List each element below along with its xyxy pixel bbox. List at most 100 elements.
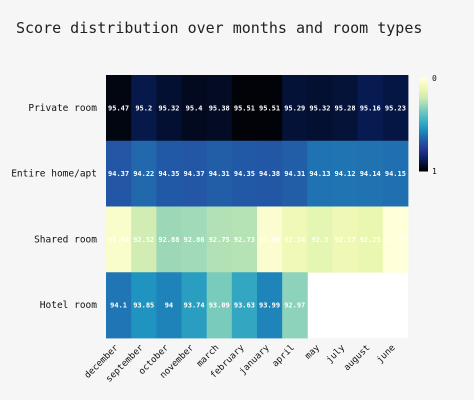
cell-value-label: 94.13: [309, 170, 330, 178]
heatmap-cell: [131, 272, 157, 339]
colorbar-segment: [419, 99, 428, 102]
colorbar-segment: [419, 109, 428, 112]
colorbar-segment: [419, 152, 428, 155]
colorbar-tick-label: 0: [432, 74, 437, 83]
colorbar-segment: [419, 149, 428, 152]
colorbar-segment: [419, 119, 428, 122]
cell-value-label: 95.32: [309, 104, 330, 112]
heatmap-cell: [307, 140, 333, 207]
colorbar-segment: [419, 147, 428, 150]
heatmap-cell: [382, 206, 409, 273]
colorbar-segment: [419, 82, 428, 85]
cell-value-label: 92.25: [360, 236, 381, 244]
heatmap-cell: [156, 206, 182, 273]
colorbar-segment: [419, 158, 428, 161]
heatmap-cell: [206, 272, 233, 339]
colorbar-segment: [419, 105, 428, 108]
cell-value-label: 95.51: [234, 104, 255, 112]
colorbar-segment: [419, 143, 428, 146]
colorbar-segment: [419, 155, 428, 158]
colorbar-segment: [419, 124, 428, 127]
colorbar-segment: [419, 116, 428, 119]
heatmap-cell: [131, 75, 157, 142]
cell-value-label: 94.31: [284, 170, 305, 178]
heatmap-cell: [181, 140, 208, 207]
cell-value-label: 92.73: [234, 236, 255, 244]
colorbar-segment: [419, 118, 428, 121]
cell-value-label: 94.1: [110, 302, 127, 310]
cell-value-label: 94.12: [335, 170, 356, 178]
colorbar-segment: [419, 84, 428, 87]
cell-value-label: 94: [165, 302, 173, 310]
colorbar-segment: [419, 160, 428, 163]
colorbar-segment: [419, 144, 428, 147]
colorbar-segment: [419, 81, 428, 84]
heatmap-cell: [332, 140, 359, 207]
heatmap-cell: [156, 140, 182, 207]
row-label: Hotel room: [40, 300, 97, 311]
cell-value-label: 94.37: [108, 170, 129, 178]
colorbar-segment: [419, 133, 428, 136]
cell-value-label: 95.47: [108, 104, 129, 112]
colorbar: 01: [419, 74, 437, 176]
cell-value-label: 95.28: [335, 104, 356, 112]
row-labels: Private room Entire home/apt Shared room Ho…: [11, 103, 97, 311]
cell-value-label: 93.99: [259, 302, 280, 310]
column-label: june: [375, 343, 397, 365]
heatmap-cell: [257, 75, 283, 142]
cell-value-label: 95.29: [284, 104, 305, 112]
heatmap-cell: [357, 206, 384, 273]
heatmap-cell: [231, 75, 258, 142]
colorbar-segment: [419, 129, 428, 132]
cell-value-label: 94.37: [184, 170, 205, 178]
colorbar-segment: [419, 161, 428, 164]
colorbar-segment: [419, 104, 428, 107]
colorbar-segment: [419, 138, 428, 141]
heatmap-cell: [357, 75, 384, 142]
column-labels: decemberseptemberoctobernovembermarchfeb…: [83, 343, 398, 385]
colorbar-segment: [419, 135, 428, 138]
heatmap-cell: [231, 140, 258, 207]
colorbar-segment: [419, 163, 428, 166]
row-label: Shared room: [34, 234, 97, 245]
colorbar-segment: [419, 88, 428, 91]
colorbar-segment: [419, 110, 428, 113]
heatmap-cell: [206, 75, 233, 142]
heatmap-cell: [257, 206, 283, 273]
colorbar-segment: [419, 113, 428, 116]
heatmap-cell: [307, 75, 333, 142]
heatmap-cell: [332, 75, 359, 142]
cell-value-label: 94.15: [385, 170, 406, 178]
colorbar-segment: [419, 107, 428, 110]
cell-value-label: 93.85: [133, 302, 154, 310]
cell-value-label: 95.32: [158, 104, 179, 112]
cell-value-label: 95.16: [360, 104, 381, 112]
colorbar-segment: [419, 130, 428, 133]
colorbar-segment: [419, 85, 428, 88]
cell-value-label: 94.22: [133, 170, 154, 178]
heatmap-cells: 95.47 95.2 95.32 95.4 95.38 95.51 95.51 95.29 95…: [106, 75, 409, 339]
colorbar-segment: [419, 126, 428, 129]
colorbar-tick-label: 1: [432, 167, 437, 176]
heatmap-cell: [282, 272, 308, 339]
heatmap-cell: [131, 206, 157, 273]
cell-value-label: 94.31: [209, 170, 230, 178]
column-label: august: [342, 343, 372, 373]
cell-value-label: 92.14: [284, 236, 305, 244]
cell-value-label: 93.63: [234, 302, 255, 310]
colorbar-segment: [419, 121, 428, 124]
cell-value-label: 92.88: [158, 236, 179, 244]
cell-value-label: 95.23: [385, 104, 406, 112]
colorbar-segment: [419, 132, 428, 135]
cell-value-label: 95.2: [135, 104, 152, 112]
heatmap-cell: [181, 206, 208, 273]
cell-value-label: 91.77: [385, 236, 406, 244]
colorbar-segment: [419, 91, 428, 94]
cell-value-label: 92.75: [209, 236, 230, 244]
cell-value-label: 92.52: [133, 236, 154, 244]
heatmap-cell: [282, 206, 308, 273]
cell-value-label: 95.4: [186, 104, 203, 112]
heatmap-cell: [131, 140, 157, 207]
colorbar-segment: [419, 136, 428, 139]
colorbar-segment: [419, 169, 428, 172]
